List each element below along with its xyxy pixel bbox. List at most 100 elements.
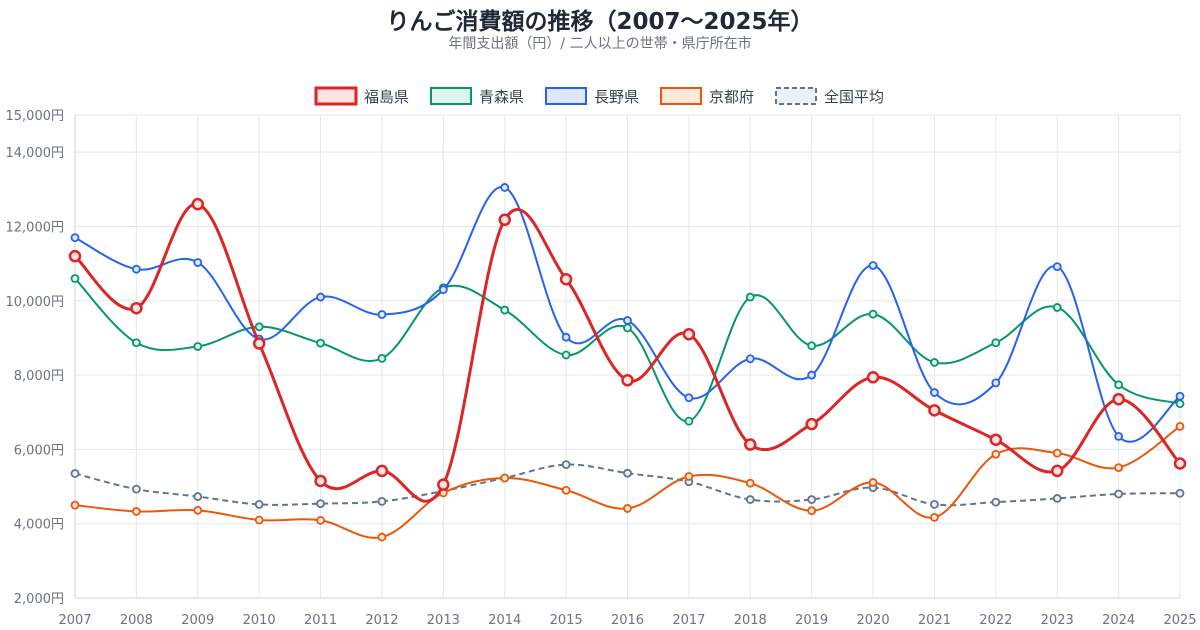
series-2-point [930,388,939,397]
series-2-point [991,378,1001,388]
y-tick-label: 12,000円 [6,220,65,235]
series-1-point [623,323,632,333]
y-tick-label: 6,000円 [14,443,64,458]
series-3-point [684,472,694,481]
legend-item-3: 京都府 [660,87,754,106]
series-1-point [316,338,325,348]
series-0-point [744,438,757,451]
series-2-point [70,233,80,243]
series-3-point [316,515,325,525]
series-4-point [377,496,387,506]
series-0-point [437,478,450,491]
series-3-point [254,515,264,525]
series-1-point [500,305,510,315]
legend-item-4: 全国平均 [775,87,884,106]
x-tick-label: 2012 [365,613,398,628]
series-0-point [1112,392,1125,406]
series-4-point [254,499,264,509]
series-4-point [131,484,141,494]
legend-label: 京都府 [709,88,754,106]
series-1-point [745,292,755,302]
series-2-point [193,258,203,267]
legend-item-2: 長野県 [545,87,639,106]
x-tick-label: 2014 [488,613,521,628]
series-0-point [191,197,205,211]
series-0-point [314,474,327,488]
series-3-point [623,504,632,513]
series-2-point [131,264,141,274]
series-4-point [193,492,203,501]
chart-subtitle: 年間支出額（円）/ 二人以上の世帯・県庁所在市 [448,36,752,52]
series-1-point [131,338,141,348]
x-tick-label: 2017 [672,613,705,628]
series-4-point [745,495,755,504]
series-2-point [377,310,387,319]
series-4-point [1175,488,1185,498]
x-tick-label: 2015 [550,613,583,628]
series-2-point [868,261,878,270]
y-tick-label: 2,000円 [14,592,64,607]
series-0-point [621,374,634,387]
series-3-point [991,449,1001,459]
series-1-point [930,358,939,367]
series-4-point [561,460,571,470]
series-1-point [377,353,387,363]
series-4-point [1114,489,1124,499]
series-0-point [805,417,818,431]
series-3-point [70,500,80,510]
legend-swatch [314,86,358,106]
legend-label: 青森県 [479,88,524,106]
legend-swatch [545,87,587,105]
series-1-point [254,322,264,332]
x-tick-label: 2021 [918,613,951,628]
x-tick-label: 2011 [304,613,337,628]
series-3-point [561,485,571,495]
series-2-point [438,285,448,295]
x-tick-label: 2010 [243,613,276,628]
series-1-point [1052,303,1062,312]
series-4-point [70,469,80,478]
series-2-point [1052,262,1062,271]
series-2-point [684,393,694,403]
series-4-point [930,499,939,509]
series-4-point [991,497,1001,507]
x-tick-label: 2007 [58,613,91,628]
series-3-point [377,532,387,542]
series-1-point [807,341,817,351]
series-1-point [684,416,694,426]
series-1-point [1114,380,1124,390]
series-1-point [868,309,878,319]
legend-item-1: 青森県 [430,87,524,106]
x-tick-label: 2016 [611,613,644,628]
series-1-point [193,342,203,351]
x-tick-label: 2023 [1041,613,1074,628]
series-1-point [561,350,571,360]
series-0-point [1050,464,1064,478]
y-tick-label: 4,000円 [14,518,64,533]
series-2-point [316,292,325,302]
series-2-point [1175,391,1185,401]
series-1-point [991,338,1001,348]
series-0-point [498,213,511,227]
series-3-point [131,507,141,516]
x-tick-label: 2013 [427,613,460,628]
series-1-point [1175,399,1185,409]
x-tick-label: 2020 [857,613,890,628]
series-3-point [807,506,817,516]
series-3-point [868,478,878,487]
series-3-point [1114,463,1124,472]
series-1-point [70,274,80,283]
x-tick-label: 2022 [979,613,1012,628]
x-tick-label: 2009 [181,613,214,628]
y-tick-label: 10,000円 [6,295,65,310]
x-tick-label: 2018 [734,613,767,628]
series-3-point [500,473,510,483]
series-0-point [130,301,143,315]
legend-swatch [430,87,472,105]
legend-label: 長野県 [594,88,639,106]
y-tick-label: 14,000円 [6,146,65,161]
x-tick-label: 2024 [1102,613,1135,628]
series-4-point [1052,494,1062,503]
series-0-point [682,327,696,341]
series-3-point [193,505,203,515]
